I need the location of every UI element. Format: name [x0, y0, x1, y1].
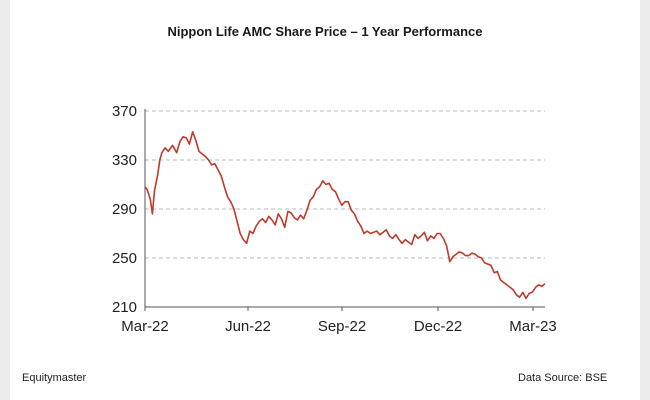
y-tick-label: 290 [112, 201, 137, 218]
y-tick-label: 330 [112, 152, 137, 169]
x-tick-label: Mar-22 [121, 318, 169, 335]
x-tick-label: Dec-22 [414, 318, 462, 335]
y-tick-label: 210 [112, 299, 137, 316]
series-group [144, 131, 546, 300]
x-tick-label: Jun-22 [225, 318, 271, 335]
x-tick-label: Mar-23 [509, 318, 557, 335]
chart-title: Nippon Life AMC Share Price – 1 Year Per… [167, 24, 483, 39]
x-tick-labels: Mar-22 Jun-22 Sep-22 Dec-22 Mar-23 [121, 318, 557, 335]
y-tick-label: 370 [112, 103, 137, 120]
y-tick-labels: 210 250 290 330 370 [112, 103, 137, 316]
y-tick-label: 250 [112, 250, 137, 267]
brand-label: Equitymaster [22, 372, 87, 384]
data-source-label: Data Source: BSE [518, 372, 608, 384]
chart-card [10, 0, 640, 400]
series-line [144, 131, 546, 300]
grid-lines [145, 110, 545, 259]
axes [144, 109, 545, 311]
x-tick-label: Sep-22 [318, 318, 366, 335]
